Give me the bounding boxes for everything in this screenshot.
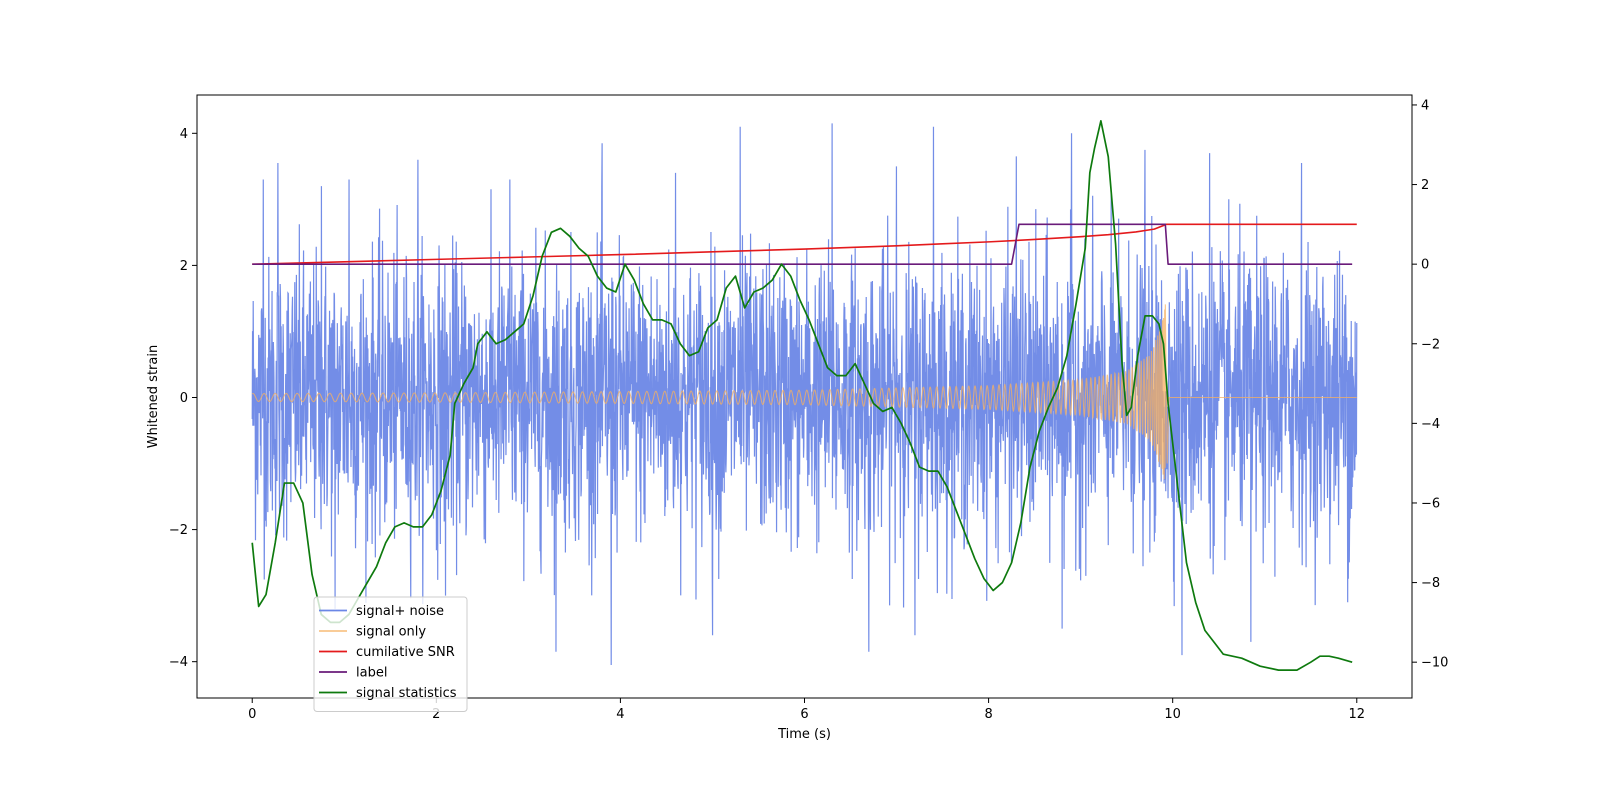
y2-tick-label: −8	[1421, 576, 1440, 591]
y-tick-label: 4	[180, 127, 188, 142]
x-tick-label: 4	[616, 707, 624, 722]
x-tick-label: 12	[1348, 707, 1365, 722]
x-tick-label: 10	[1164, 707, 1181, 722]
signal-noise-line	[251, 123, 1358, 665]
y2-tick-label: 0	[1421, 258, 1429, 273]
label-line	[252, 223, 1353, 265]
x-axis-label: Time (s)	[777, 727, 831, 742]
y2-tick-label: 4	[1421, 98, 1429, 113]
legend-label: signal statistics	[356, 686, 457, 701]
x-tick-label: 2	[432, 707, 440, 722]
y-tick-label: 0	[180, 391, 188, 406]
y2-tick-label: −6	[1421, 496, 1440, 511]
legend-box	[313, 596, 468, 712]
plot-area	[251, 120, 1358, 671]
x-tick-label: 0	[248, 707, 256, 722]
y-tick-label: −2	[169, 523, 188, 538]
series-signal-statistics	[251, 120, 1353, 671]
x-tick-label: 8	[984, 707, 992, 722]
legend: signal+ noise signal only cumilative SNR la…	[313, 596, 468, 712]
y2-tick-label: −10	[1421, 656, 1448, 671]
legend-label: signal only	[356, 625, 426, 640]
legend-label: cumilative SNR	[356, 645, 455, 660]
legend-label: signal+ noise	[356, 604, 444, 619]
y-axis-label: Whitened strain	[146, 345, 161, 448]
y2-tick-label: −2	[1421, 337, 1440, 352]
y-axis-right: −10 −8 −6 −4 −2 0 2 4	[1412, 98, 1448, 671]
signal-statistics-line	[251, 120, 1353, 671]
x-tick-label: 6	[800, 707, 808, 722]
y-tick-label: 2	[180, 259, 188, 274]
cumulative-snr-line	[252, 223, 1357, 265]
y-axis-left: −4 −2 0 2 4	[169, 127, 197, 670]
series-cumulative-snr	[252, 223, 1357, 265]
series-signal-noise	[251, 123, 1358, 665]
series-signal-only	[251, 304, 1357, 480]
y2-tick-label: 2	[1421, 178, 1429, 193]
y2-tick-label: −4	[1421, 417, 1440, 432]
y-tick-label: −4	[169, 655, 188, 670]
legend-label: label	[356, 666, 387, 681]
signal-only-line	[251, 304, 1357, 480]
series-label	[252, 223, 1353, 265]
